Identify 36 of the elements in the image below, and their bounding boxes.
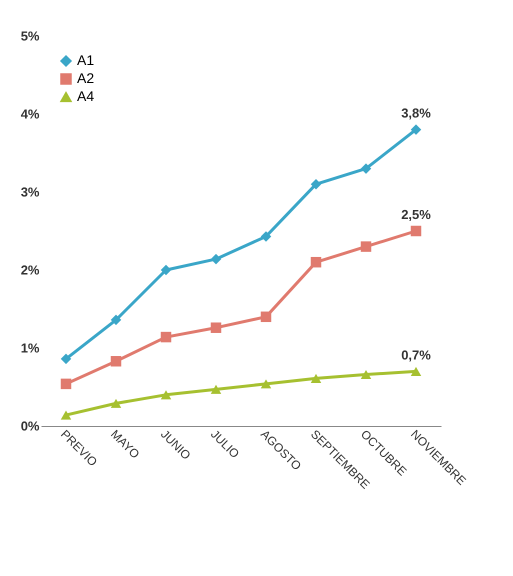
point bbox=[410, 226, 422, 236]
point bbox=[160, 264, 172, 276]
point bbox=[310, 178, 322, 190]
point bbox=[60, 354, 72, 364]
point bbox=[410, 124, 422, 135]
point bbox=[210, 384, 222, 394]
legend-label: A1 bbox=[77, 52, 94, 68]
y-tick-label: 4% bbox=[20, 106, 40, 122]
data-label: 3,8% bbox=[401, 106, 432, 121]
point bbox=[360, 370, 372, 380]
point bbox=[210, 254, 222, 264]
legend-label: A4 bbox=[77, 88, 94, 104]
y-tick-label: 2% bbox=[20, 262, 40, 278]
legend-label: A2 bbox=[77, 70, 94, 86]
point bbox=[60, 410, 72, 420]
y-tick-label: 0% bbox=[20, 418, 40, 434]
y-tick-label: 5% bbox=[20, 28, 40, 44]
point bbox=[310, 256, 322, 268]
point bbox=[110, 398, 122, 408]
point bbox=[260, 312, 272, 322]
point bbox=[160, 390, 172, 400]
point bbox=[360, 163, 372, 174]
point bbox=[410, 366, 422, 376]
point bbox=[110, 356, 122, 367]
point bbox=[210, 322, 222, 333]
data-label: 0,7% bbox=[401, 347, 432, 362]
data-label: 2,5% bbox=[401, 207, 432, 222]
point bbox=[310, 374, 322, 383]
point bbox=[360, 241, 372, 252]
y-tick-label: 1% bbox=[20, 340, 40, 356]
point bbox=[160, 332, 172, 342]
point bbox=[110, 314, 122, 326]
point bbox=[60, 378, 72, 390]
point bbox=[260, 231, 272, 242]
point bbox=[260, 379, 272, 388]
y-tick-label: 3% bbox=[20, 184, 40, 200]
